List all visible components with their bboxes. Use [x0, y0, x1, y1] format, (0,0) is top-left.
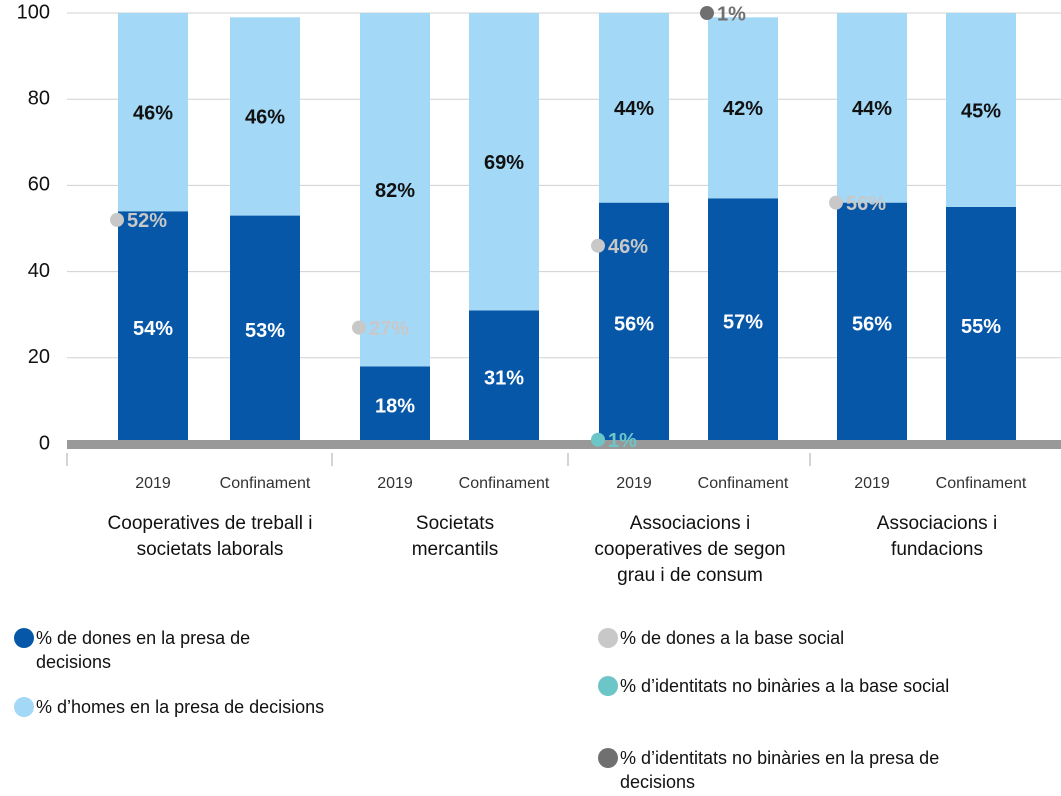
value-label: 55%	[961, 316, 1001, 338]
x-tick-label: Confinament	[936, 475, 1027, 492]
marker-label: 1%	[717, 3, 746, 25]
group-label: Societats mercantils	[411, 513, 499, 560]
legend-swatch	[598, 748, 618, 768]
baseline	[67, 440, 1061, 449]
value-label: 53%	[245, 320, 285, 342]
bar-segment	[360, 13, 430, 367]
value-label: 46%	[245, 107, 285, 129]
marker-label: 27%	[369, 318, 409, 340]
legend-label: % d’homes en la presa de decisions	[36, 697, 325, 717]
bar-segment	[708, 198, 778, 444]
bar-segment	[837, 13, 907, 203]
legend-item: % d’identitats no binàries a la base soc…	[598, 674, 980, 698]
bar-segment	[469, 310, 539, 444]
bar-segment	[118, 211, 188, 444]
marker	[110, 212, 124, 227]
value-label: 69%	[484, 152, 524, 174]
bar-segment	[946, 13, 1016, 207]
legend-swatch	[598, 676, 618, 696]
x-tick-label: 2019	[854, 475, 890, 492]
marker-label: 56%	[846, 193, 886, 215]
value-label: 46%	[133, 102, 173, 124]
x-tick-label: 2019	[377, 475, 413, 492]
marker-label: 1%	[608, 430, 637, 452]
legend-swatch	[14, 628, 34, 648]
value-label: 57%	[723, 311, 763, 333]
legend-item: % d’homes en la presa de decisions	[14, 695, 326, 719]
bar-segment	[230, 17, 300, 216]
marker	[829, 195, 843, 210]
x-tick-label: Confinament	[698, 475, 789, 492]
y-tick-label: 60	[28, 174, 50, 196]
bar-segment	[469, 13, 539, 311]
chart: 0 20 40 60 80 100 54% 53% 18% 31% 56% 57% 56% 55% 46% 4…	[17, 1, 1061, 492]
legend-swatch	[14, 697, 34, 717]
group-label: Associacions i fundacions	[876, 513, 998, 560]
x-tick-label: Confinament	[459, 475, 550, 492]
value-label: 45%	[961, 100, 1001, 122]
marker	[352, 320, 366, 335]
value-label: 56%	[852, 314, 892, 336]
value-label: 42%	[723, 98, 763, 120]
bar-segment	[837, 202, 907, 444]
y-tick-label: 80	[28, 87, 50, 109]
bar-segment	[599, 13, 669, 203]
y-tick-label: 0	[39, 432, 50, 454]
bar-segment	[360, 366, 430, 444]
legend-label: % d’identitats no binàries a la base soc…	[620, 676, 950, 696]
y-tick-label: 40	[28, 260, 50, 282]
bar-segment	[599, 202, 669, 444]
legend-label: % d’identitats no binàries en la presa d…	[620, 748, 940, 792]
value-label: 82%	[375, 180, 415, 202]
marker	[700, 6, 714, 20]
group-label: Cooperatives de treball i societats labo…	[107, 513, 313, 560]
legend-label: % de dones en la presa de decisions	[36, 628, 251, 672]
value-label: 18%	[375, 395, 415, 417]
legend-swatch	[598, 628, 618, 648]
legend-item: % de dones a la base social	[598, 626, 950, 650]
bar-segment	[708, 17, 778, 199]
marker-label: 52%	[127, 210, 167, 232]
value-label: 44%	[852, 98, 892, 120]
marker	[591, 432, 605, 447]
legend-item: % d’identitats no binàries en la presa d…	[598, 746, 1010, 794]
y-tick-label: 100	[17, 1, 50, 23]
legend-item: % de dones en la presa de decisions	[14, 626, 326, 674]
x-tick-label: Confinament	[220, 475, 311, 492]
value-label: 44%	[614, 98, 654, 120]
value-label: 56%	[614, 314, 654, 336]
legend-label: % de dones a la base social	[620, 628, 845, 648]
bar-segment	[230, 215, 300, 444]
value-label: 54%	[133, 318, 173, 340]
x-tick-label: 2019	[616, 475, 652, 492]
x-tick-label: 2019	[135, 475, 171, 492]
value-label: 31%	[484, 367, 524, 389]
marker-label: 46%	[608, 236, 648, 258]
marker	[591, 238, 605, 253]
bar-segment	[946, 206, 1016, 444]
group-label: Associacions i cooperatives de segon gra…	[594, 513, 786, 586]
y-tick-label: 20	[28, 346, 50, 368]
bar-segment	[118, 13, 188, 212]
